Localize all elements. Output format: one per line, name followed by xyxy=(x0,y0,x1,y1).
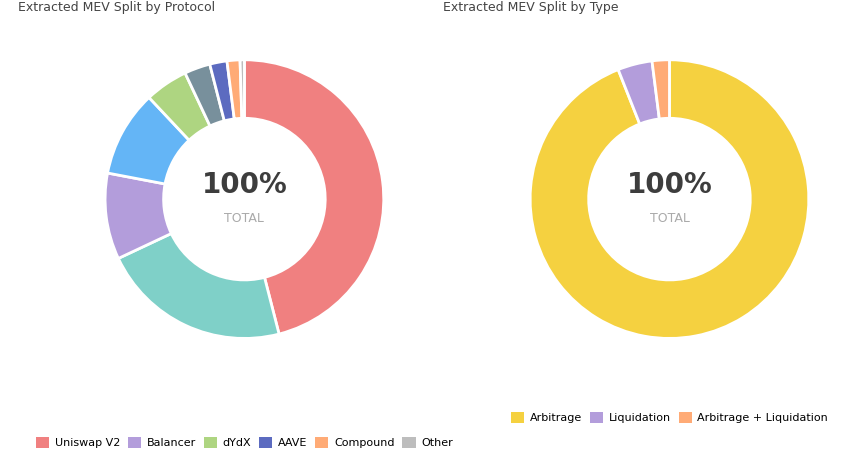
Wedge shape xyxy=(118,233,279,338)
Wedge shape xyxy=(107,98,189,184)
Wedge shape xyxy=(652,60,670,119)
Legend: Arbitrage, Liquidation, Arbitrage + Liquidation: Arbitrage, Liquidation, Arbitrage + Liqu… xyxy=(511,412,828,424)
Wedge shape xyxy=(245,60,384,334)
Wedge shape xyxy=(185,64,225,126)
Wedge shape xyxy=(227,60,242,119)
Text: TOTAL: TOTAL xyxy=(225,212,264,225)
Wedge shape xyxy=(530,60,809,338)
Wedge shape xyxy=(618,61,659,124)
Wedge shape xyxy=(149,73,210,140)
Text: TOTAL: TOTAL xyxy=(650,212,689,225)
Text: 100%: 100% xyxy=(201,171,288,199)
Wedge shape xyxy=(210,61,234,121)
Text: Extracted MEV Split by Type: Extracted MEV Split by Type xyxy=(443,1,619,14)
Wedge shape xyxy=(240,60,245,118)
Text: 100%: 100% xyxy=(626,171,712,199)
Text: Extracted MEV Split by Protocol: Extracted MEV Split by Protocol xyxy=(18,1,215,14)
Wedge shape xyxy=(105,173,171,258)
Legend: Uniswap V2, SushiSwap, Balancer, Curve, dYdX, 0x, AAVE, Compound, Other: Uniswap V2, SushiSwap, Balancer, Curve, … xyxy=(36,437,453,454)
